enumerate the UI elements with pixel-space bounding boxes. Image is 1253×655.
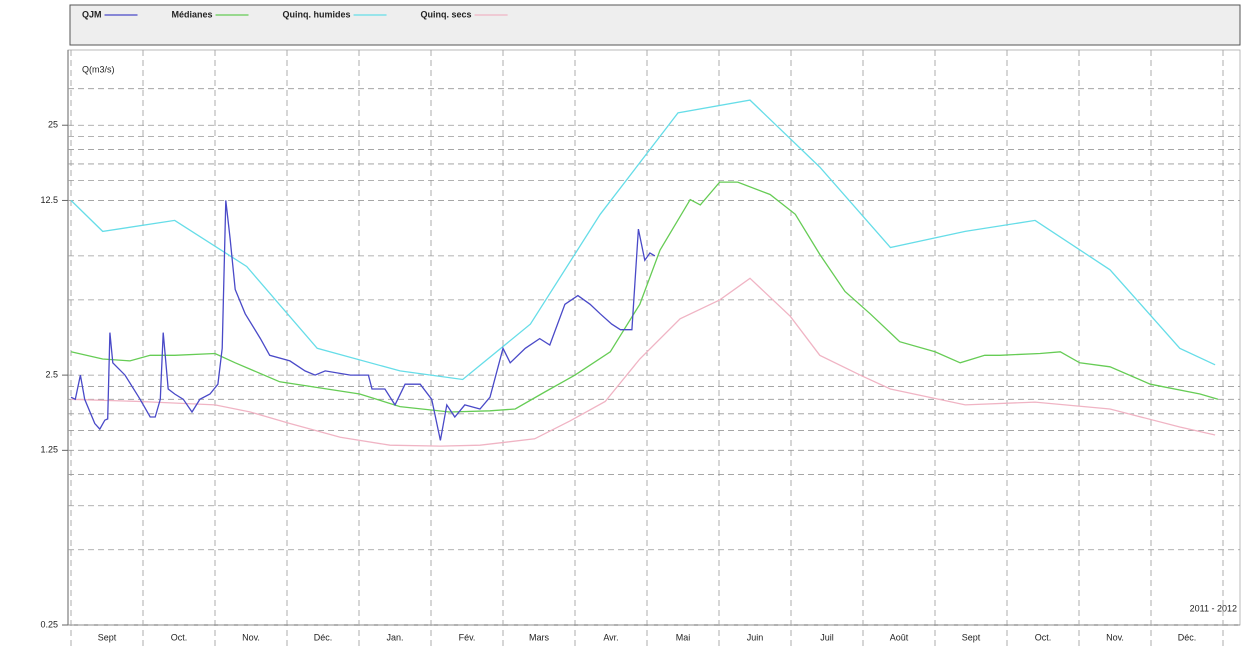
y-tick-label: 1.25: [40, 445, 58, 455]
x-tick-label: Nov.: [1106, 632, 1124, 642]
y-tick-label: 2.5: [45, 369, 58, 379]
series-line: [70, 181, 1219, 413]
annotation: 2011 - 2012: [1190, 603, 1237, 613]
x-tick-label: Mai: [676, 632, 691, 642]
plot-frame: [67, 49, 1241, 626]
x-tick-label: Jan.: [386, 632, 403, 642]
x-tick-label: Oct.: [1035, 632, 1052, 642]
y-tick-label: 25: [48, 120, 58, 130]
x-tick-label: Sept: [962, 632, 981, 642]
x-tick-label: Mars: [529, 632, 549, 642]
legend-label: Quinq. secs: [421, 9, 472, 19]
x-tick-label: Nov.: [242, 632, 260, 642]
x-tick-label: Déc.: [1178, 632, 1197, 642]
y-axis-label: Q(m3/s): [82, 64, 115, 74]
x-tick-label: Août: [890, 632, 909, 642]
series-line: [70, 200, 656, 441]
series-line: [70, 99, 1216, 381]
y-tick-label: 12.5: [40, 195, 58, 205]
x-tick-label: Juil: [820, 632, 834, 642]
x-tick-label: Juin: [747, 632, 764, 642]
x-tick-label: Oct.: [171, 632, 188, 642]
legend-label: Quinq. humides: [283, 9, 351, 19]
y-tick-label: 0.25: [40, 619, 58, 629]
x-tick-label: Fév.: [459, 632, 476, 642]
series-line: [70, 277, 1216, 447]
legend-label: Médianes: [172, 9, 213, 19]
x-tick-label: Avr.: [603, 632, 618, 642]
legend-label: QJM: [82, 9, 102, 19]
x-tick-label: Sept: [98, 632, 117, 642]
x-tick-label: Déc.: [314, 632, 333, 642]
legend-box: [69, 4, 1241, 46]
